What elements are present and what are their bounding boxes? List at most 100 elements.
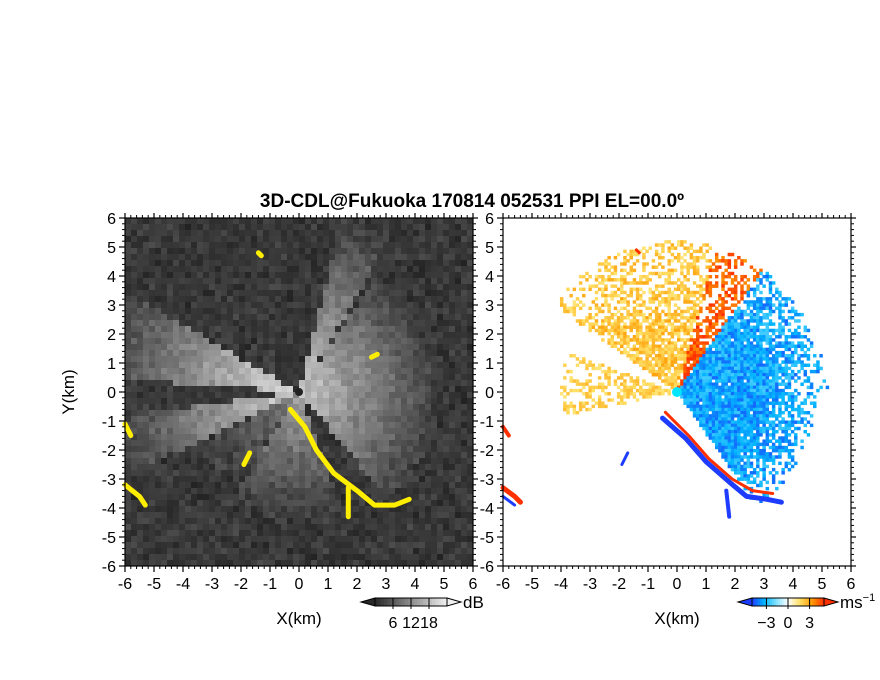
velocity-pixel: [670, 243, 675, 247]
reflectivity-pixel: [341, 230, 348, 237]
reflectivity-pixel: [413, 446, 420, 453]
reflectivity-pixel: [221, 260, 228, 267]
velocity-pixel: [692, 262, 697, 266]
velocity-pixel: [642, 303, 646, 307]
reflectivity-pixel: [143, 266, 150, 273]
reflectivity-pixel: [467, 356, 474, 363]
reflectivity-pixel: [257, 428, 264, 435]
reflectivity-pixel: [125, 356, 132, 363]
velocity-pixel: [683, 328, 687, 333]
reflectivity-pixel: [215, 476, 222, 483]
reflectivity-pixel: [167, 362, 174, 369]
reflectivity-pixel: [137, 434, 144, 441]
reflectivity-pixel: [293, 380, 300, 387]
reflectivity-pixel: [143, 260, 150, 267]
velocity-pixel: [765, 300, 770, 304]
reflectivity-pixel: [287, 242, 294, 249]
velocity-pixel: [733, 297, 738, 301]
velocity-pixel: [762, 274, 766, 279]
reflectivity-pixel: [287, 338, 294, 345]
velocity-pixel: [692, 259, 697, 263]
reflectivity-pixel: [221, 446, 228, 453]
reflectivity-pixel: [263, 512, 270, 519]
velocity-pixel: [714, 281, 719, 285]
velocity-pixel: [664, 319, 668, 323]
reflectivity-pixel: [269, 236, 276, 243]
reflectivity-pixel: [353, 356, 360, 363]
reflectivity-pixel: [365, 440, 372, 447]
reflectivity-pixel: [125, 500, 132, 507]
velocity-pixel: [740, 274, 744, 279]
reflectivity-pixel: [221, 218, 228, 225]
reflectivity-pixel: [287, 362, 294, 369]
reflectivity-pixel: [293, 548, 300, 555]
reflectivity-pixel: [281, 326, 288, 333]
reflectivity-pixel: [395, 452, 402, 459]
reflectivity-pixel: [455, 482, 462, 489]
reflectivity-pixel: [257, 374, 264, 381]
velocity-pixel: [743, 322, 747, 326]
velocity-pixel: [692, 354, 697, 358]
velocity-pixel: [740, 284, 744, 288]
reflectivity-pixel: [299, 464, 306, 471]
reflectivity-pixel: [371, 260, 378, 267]
reflectivity-pixel: [347, 266, 354, 273]
reflectivity-pixel: [227, 428, 234, 435]
reflectivity-pixel: [305, 542, 312, 549]
reflectivity-pixel: [347, 302, 354, 309]
velocity-pixel: [610, 335, 615, 339]
reflectivity-pixel: [179, 518, 186, 525]
reflectivity-pixel: [407, 434, 414, 441]
reflectivity-pixel: [317, 506, 324, 513]
reflectivity-pixel: [209, 392, 216, 399]
reflectivity-pixel: [143, 488, 150, 495]
reflectivity-pixel: [431, 242, 438, 249]
reflectivity-pixel: [413, 224, 420, 231]
reflectivity-pixel: [353, 392, 360, 399]
reflectivity-pixel: [281, 278, 288, 285]
reflectivity-pixel: [431, 218, 438, 225]
velocity-pixel: [613, 268, 618, 273]
velocity-pixel: [743, 350, 747, 355]
reflectivity-pixel: [179, 374, 186, 381]
reflectivity-pixel: [191, 524, 198, 531]
velocity-pixel: [730, 350, 735, 355]
velocity-pixel: [667, 293, 671, 298]
velocity-pixel: [762, 306, 766, 311]
velocity-pixel: [737, 347, 741, 352]
reflectivity-pixel: [209, 506, 216, 513]
velocity-pixel: [610, 312, 615, 317]
reflectivity-pixel: [167, 308, 174, 315]
reflectivity-pixel: [209, 458, 216, 465]
reflectivity-pixel: [425, 386, 432, 393]
reflectivity-pixel: [395, 428, 402, 435]
reflectivity-pixel: [191, 440, 198, 447]
reflectivity-pixel: [125, 530, 132, 537]
reflectivity-pixel: [227, 356, 234, 363]
reflectivity-pixel: [203, 446, 210, 453]
velocity-pixel: [708, 246, 713, 250]
velocity-pixel: [677, 293, 681, 298]
reflectivity-pixel: [167, 224, 174, 231]
reflectivity-pixel: [125, 350, 132, 357]
velocity-pixel: [667, 274, 671, 279]
velocity-pixel: [746, 331, 751, 336]
reflectivity-pixel: [461, 506, 468, 513]
reflectivity-pixel: [125, 488, 132, 495]
reflectivity-pixel: [125, 248, 132, 255]
velocity-pixel: [784, 344, 789, 349]
velocity-pixel: [686, 347, 690, 352]
reflectivity-pixel: [311, 536, 318, 543]
reflectivity-pixel: [407, 302, 414, 309]
reflectivity-pixel: [395, 308, 402, 315]
reflectivity-pixel: [281, 308, 288, 315]
reflectivity-pixel: [425, 416, 432, 423]
reflectivity-pixel: [287, 452, 294, 459]
reflectivity-pixel: [299, 236, 306, 243]
reflectivity-pixel: [455, 338, 462, 345]
velocity-pixel: [658, 354, 662, 358]
velocity-pixel: [740, 344, 744, 349]
reflectivity-pixel: [149, 554, 156, 561]
reflectivity-pixel: [431, 344, 438, 351]
reflectivity-pixel: [263, 470, 270, 477]
